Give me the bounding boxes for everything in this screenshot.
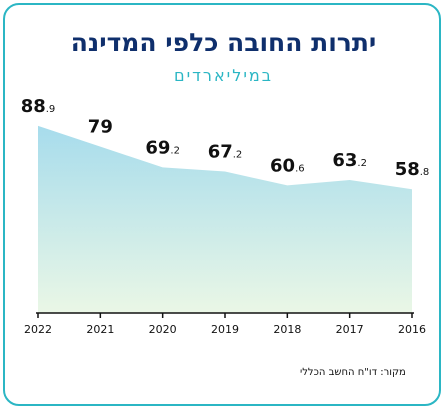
- x-tick-label: 2018: [273, 323, 301, 336]
- chart-subtitle: במיליארדים: [173, 66, 274, 85]
- data-label: 63.2: [332, 150, 367, 171]
- data-label: 69.2: [145, 137, 180, 158]
- data-label: 58.8: [395, 159, 430, 180]
- x-tick-label: 2020: [149, 323, 177, 336]
- source-note: מקור: דו"ח החשב הכללי: [300, 367, 406, 378]
- x-tick-label: 2019: [211, 323, 239, 336]
- area-series: [38, 125, 412, 313]
- data-label: 67.2: [208, 142, 243, 163]
- data-label: 88.9: [21, 96, 56, 117]
- chart-title: יתרות החובה כלפי המדינה: [70, 28, 377, 57]
- x-tick-label: 2017: [336, 323, 364, 336]
- x-tick-label: 2022: [24, 323, 52, 336]
- x-tick-label: 2016: [398, 323, 426, 336]
- chart-frame: [3, 3, 441, 406]
- x-tick-label: 2021: [86, 323, 114, 336]
- data-label: 60.6: [270, 155, 305, 176]
- data-label: 79: [88, 117, 113, 138]
